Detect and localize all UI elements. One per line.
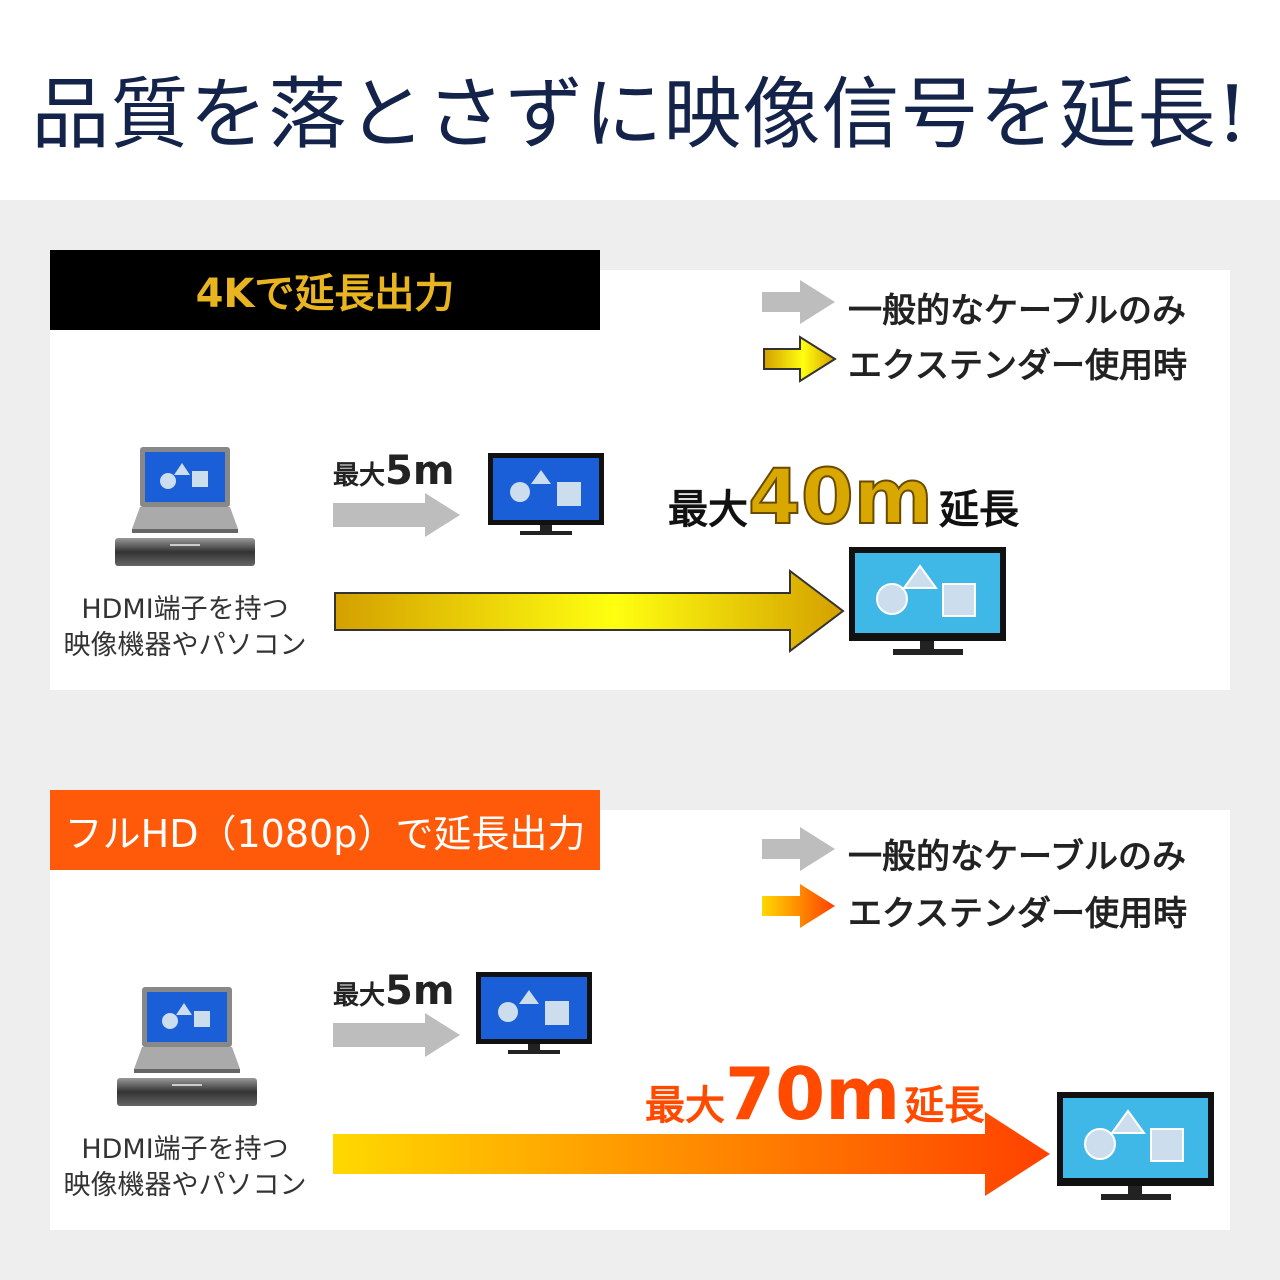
laptop-icon — [134, 987, 240, 1073]
legend-gold-arrow-icon — [763, 335, 837, 383]
long-value: 70m — [725, 1052, 901, 1136]
extender-arrow-icon — [334, 568, 845, 654]
large-monitor-icon — [849, 547, 1006, 655]
laptop-icon — [132, 447, 238, 533]
short-distance-label: 最大5m — [333, 968, 455, 1014]
caption-line: HDMI端子を持つ — [81, 594, 289, 625]
legend-extender-label: エクステンダー使用時 — [848, 894, 1187, 934]
player-device-icon — [115, 538, 255, 566]
long-suffix: 延長 — [904, 1083, 985, 1129]
source-caption: HDMI端子を持つ 映像機器やパソコン — [55, 1132, 315, 1204]
large-monitor-icon — [1057, 1092, 1214, 1200]
small-monitor-icon — [488, 453, 604, 535]
long-value: 40m — [747, 451, 934, 542]
long-distance-label: 最大 40m 延長 — [668, 451, 1019, 542]
short-value: 5m — [385, 968, 455, 1014]
page-title: 品質を落とさずに映像信号を延長! — [31, 70, 1249, 160]
section-4k-tag: 4Kで延長出力 — [50, 250, 600, 330]
long-suffix: 延長 — [938, 487, 1019, 533]
long-prefix: 最大 — [668, 487, 748, 533]
short-prefix: 最大 — [333, 461, 386, 491]
source-caption: HDMI端子を持つ 映像機器やパソコン — [55, 592, 315, 664]
gray-arrow-icon — [333, 493, 460, 537]
caption-line: 映像機器やパソコン — [63, 630, 307, 661]
section-fullhd-tag: フルHD（1080p）で延長出力 — [50, 790, 600, 870]
legend-extender-label: エクステンダー使用時 — [848, 346, 1187, 386]
legend-normal-label: 一般的なケーブルのみ — [848, 291, 1186, 331]
short-prefix: 最大 — [333, 981, 386, 1011]
legend-orange-arrow-icon — [762, 884, 835, 928]
extender-arrow-icon — [333, 1112, 1050, 1196]
legend-gray-arrow-icon — [762, 280, 835, 324]
legend-gray-arrow-icon — [762, 827, 835, 871]
caption-line: HDMI端子を持つ — [81, 1134, 289, 1165]
legend-normal-label: 一般的なケーブルのみ — [848, 837, 1186, 877]
header — [0, 0, 1280, 200]
long-distance-label: 最大 70m 延長 — [645, 1052, 984, 1136]
long-prefix: 最大 — [645, 1083, 725, 1129]
gray-arrow-icon — [333, 1013, 460, 1057]
caption-line: 映像機器やパソコン — [63, 1170, 307, 1201]
player-device-icon — [117, 1078, 257, 1106]
short-value: 5m — [385, 448, 455, 494]
small-monitor-icon — [476, 972, 592, 1054]
short-distance-label: 最大5m — [333, 448, 455, 494]
